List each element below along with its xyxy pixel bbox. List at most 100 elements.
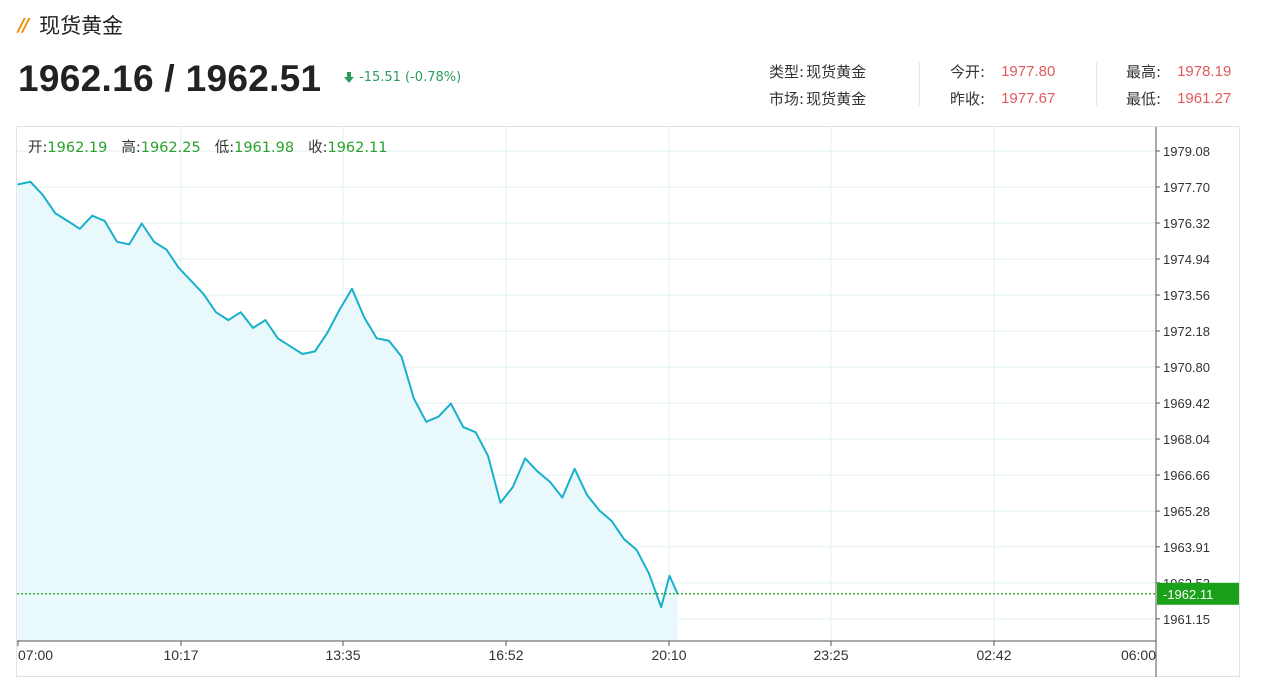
price-point [128, 243, 131, 246]
price-point [462, 426, 465, 428]
low-value: 1961.27 [1177, 90, 1232, 107]
title-row: // 现货黄金 [18, 10, 123, 40]
y-tick-label: 1965.28 [1163, 504, 1210, 519]
price-point [54, 212, 56, 214]
bid-ask-price: 1962.16 / 1962.51 [18, 58, 322, 99]
price-point [437, 415, 440, 418]
y-tick-label: 1972.18 [1163, 324, 1210, 339]
x-tick-label: 23:25 [813, 647, 848, 663]
open-label: 今开: [950, 63, 986, 81]
price-point [264, 319, 267, 321]
price-point [586, 494, 588, 496]
price-point [227, 319, 230, 321]
chart-frame [16, 126, 1240, 677]
y-tick-label: 1966.66 [1163, 468, 1210, 483]
page-title: 现货黄金 [39, 14, 124, 38]
price-point [400, 355, 403, 358]
price-point [276, 337, 279, 340]
x-tick-label: 06:00 [1121, 647, 1156, 663]
stats-col-open: 今开: 1977.80 昨收: 1977.67 [950, 58, 1055, 112]
y-tick-label: 1979.08 [1163, 144, 1210, 159]
price-point [610, 520, 613, 522]
x-tick-label: 07:00 [18, 647, 53, 663]
ohlc-value: 1961.98 [234, 140, 294, 156]
price-point [326, 332, 329, 334]
price-point [660, 606, 663, 608]
type-value: 现货黄金 [806, 63, 867, 81]
price-point [425, 421, 427, 423]
x-tick-label: 02:42 [976, 647, 1011, 663]
ohlc-label: 收: [308, 139, 327, 156]
price-change-text: -15.51 (-0.78%) [359, 70, 462, 85]
x-tick-label: 13:35 [325, 647, 360, 663]
price-point [549, 481, 551, 483]
stats-divider [1096, 62, 1097, 106]
y-tick-label: 1974.94 [1163, 252, 1210, 267]
price-point [79, 227, 81, 230]
price-point [165, 248, 168, 251]
price-point [338, 308, 341, 311]
price-point [17, 183, 19, 186]
high-value: 1978.19 [1177, 63, 1232, 80]
ohlc-label: 高: [121, 139, 140, 156]
price-point [140, 222, 143, 225]
price-point [153, 241, 155, 243]
ohlc-value: 1962.11 [327, 140, 387, 156]
price-point [511, 486, 514, 488]
stats-col-type: 类型: 现货黄金 市场: 现货黄金 [769, 58, 866, 112]
price-point [375, 337, 378, 340]
x-tick-label: 16:52 [488, 647, 523, 663]
ohlc-label: 开: [28, 140, 47, 156]
prev-close-label: 昨收: [950, 90, 986, 108]
price-point [252, 327, 254, 329]
y-tick-label: 1963.91 [1163, 540, 1210, 555]
open-value: 1977.80 [1001, 63, 1056, 80]
ohlc-value: 1962.19 [47, 140, 107, 156]
price-point [474, 431, 477, 434]
price-point [536, 470, 539, 473]
prev-close-value: 1977.67 [1001, 90, 1056, 107]
ohlc-label: 低: [215, 139, 234, 156]
price-point [103, 220, 106, 222]
price-point [178, 267, 180, 269]
price-change: -15.51 (-0.78%) [344, 70, 461, 85]
type-label: 类型: [769, 63, 805, 81]
last-price-tag [1157, 582, 1239, 605]
price-area [18, 181, 678, 642]
price-point [635, 548, 638, 551]
price-point [239, 311, 242, 314]
double-slash-icon: // [18, 14, 29, 36]
price-point [314, 350, 316, 353]
price-point [623, 538, 625, 541]
ohlc-readout: 开:1962.19 高:1962.25 低:1961.98 收:1962.11 [28, 139, 387, 156]
price-point [289, 345, 291, 347]
price-point [573, 467, 576, 470]
y-tick-label: 1961.15 [1163, 612, 1210, 627]
ohlc-value: 1962.25 [141, 140, 201, 156]
price-point [66, 220, 69, 222]
price-point [388, 340, 390, 342]
price-point [215, 311, 217, 314]
y-tick-label: 1973.56 [1163, 288, 1210, 303]
price-point [598, 509, 601, 512]
low-label: 最低: [1126, 90, 1162, 108]
price-point [202, 293, 205, 295]
price-point [487, 454, 489, 457]
price-point [301, 353, 304, 355]
price-point [91, 214, 94, 217]
price-point [363, 316, 366, 319]
price-point [413, 397, 415, 400]
x-tick-label: 10:17 [163, 647, 198, 663]
price-point [450, 402, 452, 405]
price-point [29, 180, 32, 183]
y-tick-label: 1969.42 [1163, 396, 1210, 411]
y-tick-label: 1976.32 [1163, 216, 1210, 231]
stats-divider [919, 62, 920, 106]
price-point [648, 572, 650, 574]
last-price-label: -1962.11 [1163, 587, 1213, 602]
x-tick-label: 20:10 [651, 647, 686, 663]
market-value: 现货黄金 [806, 90, 867, 108]
price-point [116, 241, 118, 243]
arrow-down-icon [344, 71, 354, 83]
